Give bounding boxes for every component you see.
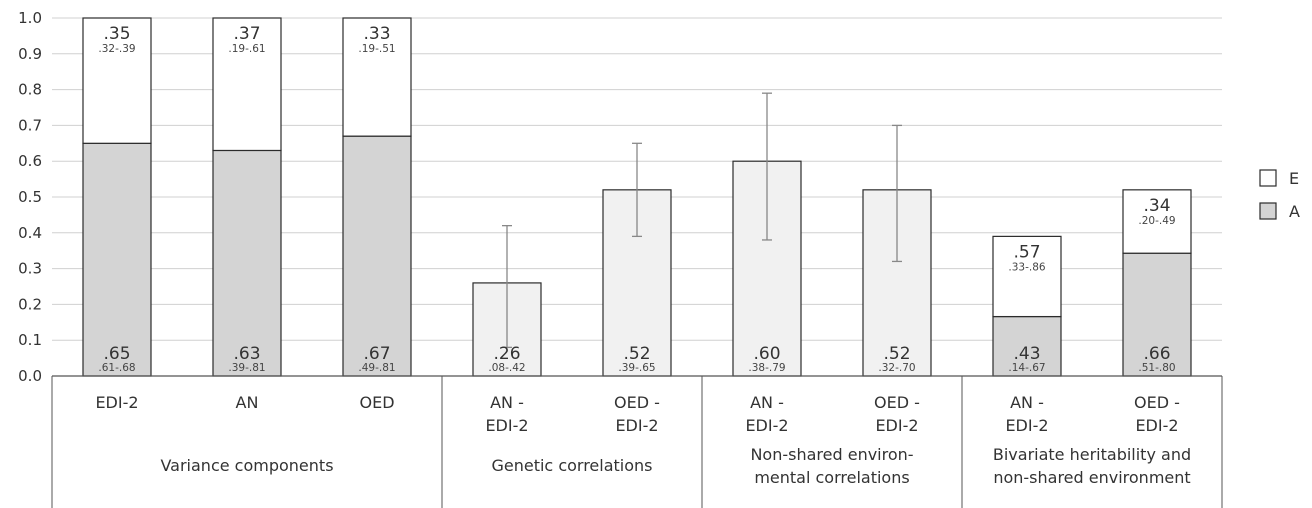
bar-segment-e (82, 17, 152, 144)
e-ci-label: .19-.61 (228, 43, 265, 55)
bar-segment-a (342, 135, 412, 377)
x-category-label: EDI-2 (95, 393, 138, 412)
a-ci-label: .39-.81 (228, 362, 265, 374)
group-label: Bivariate heritability and (993, 445, 1191, 464)
x-category-label: AN - (750, 393, 784, 412)
a-ci-label: .51-.80 (1138, 362, 1175, 374)
bar-segment-e (992, 235, 1062, 318)
y-tick-label: 0.0 (18, 367, 42, 385)
corr-value-label: .26 (493, 344, 520, 364)
a-ci-label: .14-.67 (1008, 362, 1045, 374)
x-category-label: OED - (1134, 393, 1180, 412)
y-tick-label: 1.0 (18, 9, 42, 27)
legend-layer: EA (1259, 169, 1300, 221)
labels-layer: .65.61-.68 .35.32-.39 .63.39-.81 .37.19-.61… (98, 24, 1175, 374)
y-tick-label: 0.1 (18, 331, 42, 349)
a-value-label: .63 (233, 344, 260, 364)
corr-ci-label: .38-.79 (748, 362, 785, 374)
group-label: mental correlations (754, 468, 909, 487)
corr-value-label: .52 (623, 344, 650, 364)
y-tick-label: 0.3 (18, 260, 42, 278)
bar-segment-a (82, 142, 152, 377)
legend-swatch (1259, 202, 1277, 220)
legend-swatch (1259, 169, 1277, 187)
legend-label: E (1289, 169, 1299, 188)
x-category-label: OED - (874, 393, 920, 412)
legend-label: A (1289, 202, 1300, 221)
bar-segment-a (212, 149, 282, 377)
y-tick-label: 0.7 (18, 116, 42, 134)
corr-ci-label: .39-.65 (618, 362, 655, 374)
y-tick-label: 0.8 (18, 81, 42, 99)
x-category-label: OED (359, 393, 394, 412)
x-category-label: AN - (490, 393, 524, 412)
group-label: Non-shared environ- (750, 445, 913, 464)
x-category-label: EDI-2 (1005, 416, 1048, 435)
y-tick-label: 0.2 (18, 295, 42, 313)
e-ci-label: .32-.39 (98, 43, 135, 55)
e-value-label: .34 (1143, 196, 1170, 216)
a-ci-label: .49-.81 (358, 362, 395, 374)
a-ci-label: .61-.68 (98, 362, 135, 374)
a-value-label: .66 (1143, 344, 1170, 364)
y-tick-label: 0.6 (18, 152, 42, 170)
x-category-label: EDI-2 (875, 416, 918, 435)
axis-layer: 0.0 0.1 0.2 0.3 0.4 0.5 0.6 0.7 0.8 0.9 1.0 EDI-2 AN… (18, 9, 1223, 508)
a-value-label: .67 (363, 344, 390, 364)
e-value-label: .57 (1013, 242, 1040, 262)
x-category-label: EDI-2 (1135, 416, 1178, 435)
e-value-label: .35 (103, 24, 130, 44)
y-tick-label: 0.5 (18, 188, 42, 206)
bar-segment-e (212, 17, 282, 152)
e-ci-label: .19-.51 (358, 43, 395, 55)
group-label: non-shared environment (993, 468, 1190, 487)
bar-segment-a (1122, 252, 1192, 377)
corr-value-label: .60 (753, 344, 780, 364)
e-value-label: .33 (363, 24, 390, 44)
a-value-label: .65 (103, 344, 130, 364)
bars-layer (82, 17, 1192, 377)
x-category-label: AN (236, 393, 259, 412)
corr-ci-label: .32-.70 (878, 362, 915, 374)
x-category-label: EDI-2 (485, 416, 528, 435)
x-category-label: EDI-2 (615, 416, 658, 435)
e-value-label: .37 (233, 24, 260, 44)
e-ci-label: .33-.86 (1008, 261, 1046, 273)
group-label: Genetic correlations (491, 456, 652, 475)
x-category-label: OED - (614, 393, 660, 412)
bar-segment-e (342, 17, 412, 137)
group-label: Variance components (160, 456, 333, 475)
a-value-label: .43 (1013, 344, 1040, 364)
corr-value-label: .52 (883, 344, 910, 364)
corr-ci-label: .08-.42 (488, 362, 525, 374)
bar-segment-e (1122, 189, 1192, 254)
e-ci-label: .20-.49 (1138, 215, 1175, 227)
y-tick-label: 0.4 (18, 224, 42, 242)
y-tick-label: 0.9 (18, 45, 42, 63)
x-category-label: EDI-2 (745, 416, 788, 435)
x-category-label: AN - (1010, 393, 1044, 412)
